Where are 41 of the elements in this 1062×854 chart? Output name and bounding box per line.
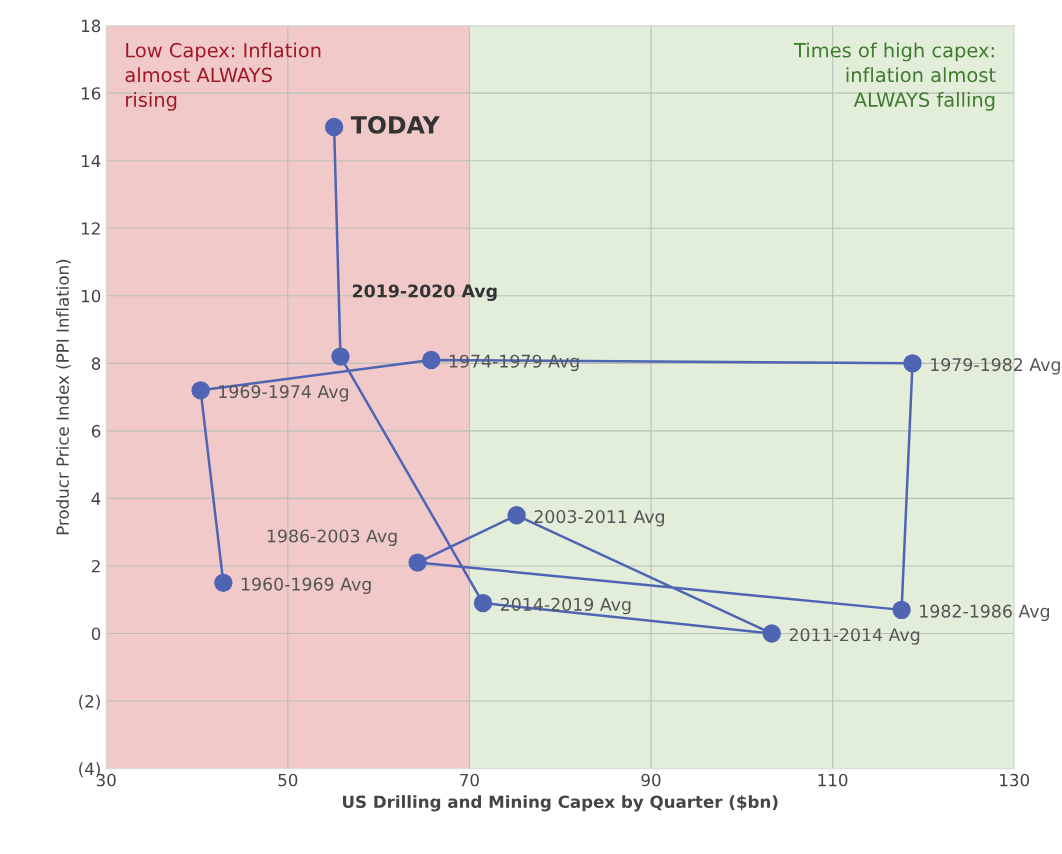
x-tick-label: 50: [278, 773, 298, 787]
band-label: Low Capex: Inflation almost ALWAYS rising: [125, 42, 321, 111]
data-label: 1979-1982 Avg: [931, 358, 1060, 375]
x-tick-label: 130: [1000, 773, 1030, 787]
y-tick-label: 8: [91, 357, 101, 370]
point: [331, 347, 350, 366]
x-tick-label: 90: [641, 773, 661, 787]
data-label: 1982-1986 Avg: [920, 604, 1050, 622]
y-tick-label: 2: [91, 559, 100, 573]
y-tick-label: (2): [79, 694, 100, 710]
y-tick-label: 12: [81, 222, 100, 235]
y-tick-label: 4: [91, 492, 101, 505]
data-label: 2003-2011 Avg: [534, 509, 665, 527]
point: [507, 506, 526, 525]
y-tick-label: 10: [81, 289, 101, 303]
y-tick-label: 16: [81, 87, 101, 100]
point: [903, 354, 922, 373]
data-label: 1986-2003 Avg: [267, 529, 397, 546]
y-tick-label: 14: [81, 154, 101, 168]
point: [473, 593, 493, 613]
y-axis-title: Producr Price Index (PPI Inflation): [56, 259, 71, 535]
x-axis-title: US Drilling and Mining Capex by Quarter ($bn): [343, 795, 778, 812]
y-tick-label: 6: [91, 424, 101, 438]
data-label: 2019-2020 Avg: [352, 284, 497, 302]
point: [191, 381, 210, 400]
x-tick-label: 110: [818, 773, 848, 787]
band-label: Times of high capex: inflation almost ALWAYS falling: [793, 42, 996, 111]
y-tick-label: 18: [81, 19, 101, 33]
x-tick-label: 70: [460, 773, 479, 787]
point: [214, 573, 233, 593]
data-label: 2011-2014 Avg: [789, 628, 920, 645]
point: [892, 600, 911, 620]
point: [422, 350, 441, 370]
data-label: 1969-1974 Avg: [219, 385, 349, 402]
point: [762, 624, 781, 643]
data-label: 1960-1969 Avg: [241, 577, 371, 595]
data-label: TODAY: [350, 115, 440, 134]
y-tick-label: 0: [91, 627, 101, 641]
point: [408, 553, 427, 572]
data-label: 2014-2019 Avg: [500, 597, 631, 615]
point: [324, 117, 344, 137]
